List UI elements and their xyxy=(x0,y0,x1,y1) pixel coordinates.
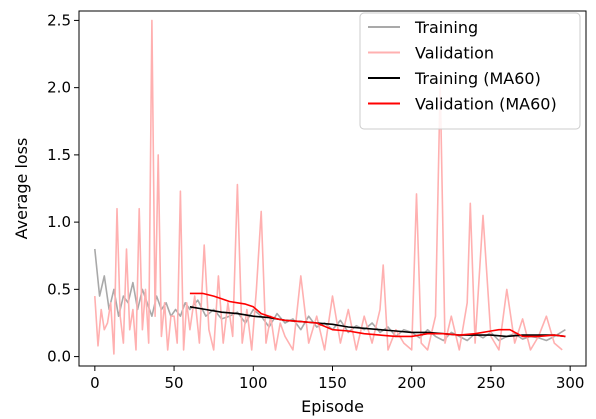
axes-layer: 0 50 100 150 200 250 300 0.0 0.5 1.0 1.5 2.0 2.5 xyxy=(47,10,587,392)
legend-label: Training (MA60) xyxy=(414,69,541,88)
x-tick-label: 0 xyxy=(90,374,100,392)
y-tick-label: 0.0 xyxy=(47,348,71,366)
legend-label: Training xyxy=(414,18,478,37)
y-tick-label: 0.5 xyxy=(47,280,71,298)
x-tick-label: 300 xyxy=(556,374,585,392)
series-line-3 xyxy=(189,306,566,338)
legend-label: Validation (MA60) xyxy=(415,95,557,114)
series-line-2 xyxy=(94,19,563,355)
x-tick-label: 50 xyxy=(165,374,184,392)
x-tick-label: 100 xyxy=(239,374,268,392)
x-tick-label: 150 xyxy=(318,374,347,392)
legend-label: Validation xyxy=(415,44,494,63)
y-tick-label: 2.5 xyxy=(47,11,71,29)
x-tick-label: 250 xyxy=(477,374,506,392)
x-axis-label: Episode xyxy=(301,397,364,416)
x-tick-label: 200 xyxy=(397,374,426,392)
series-layer xyxy=(94,19,566,355)
y-axis-label: Average loss xyxy=(12,138,31,240)
series-line-4 xyxy=(189,292,566,338)
y-tick-label: 2.0 xyxy=(47,79,71,97)
y-tick-label: 1.0 xyxy=(47,213,71,231)
legend-box xyxy=(359,12,581,130)
y-tick-label: 1.5 xyxy=(47,146,71,164)
legend: Training Validation Training (MA60) Validat… xyxy=(359,12,581,130)
